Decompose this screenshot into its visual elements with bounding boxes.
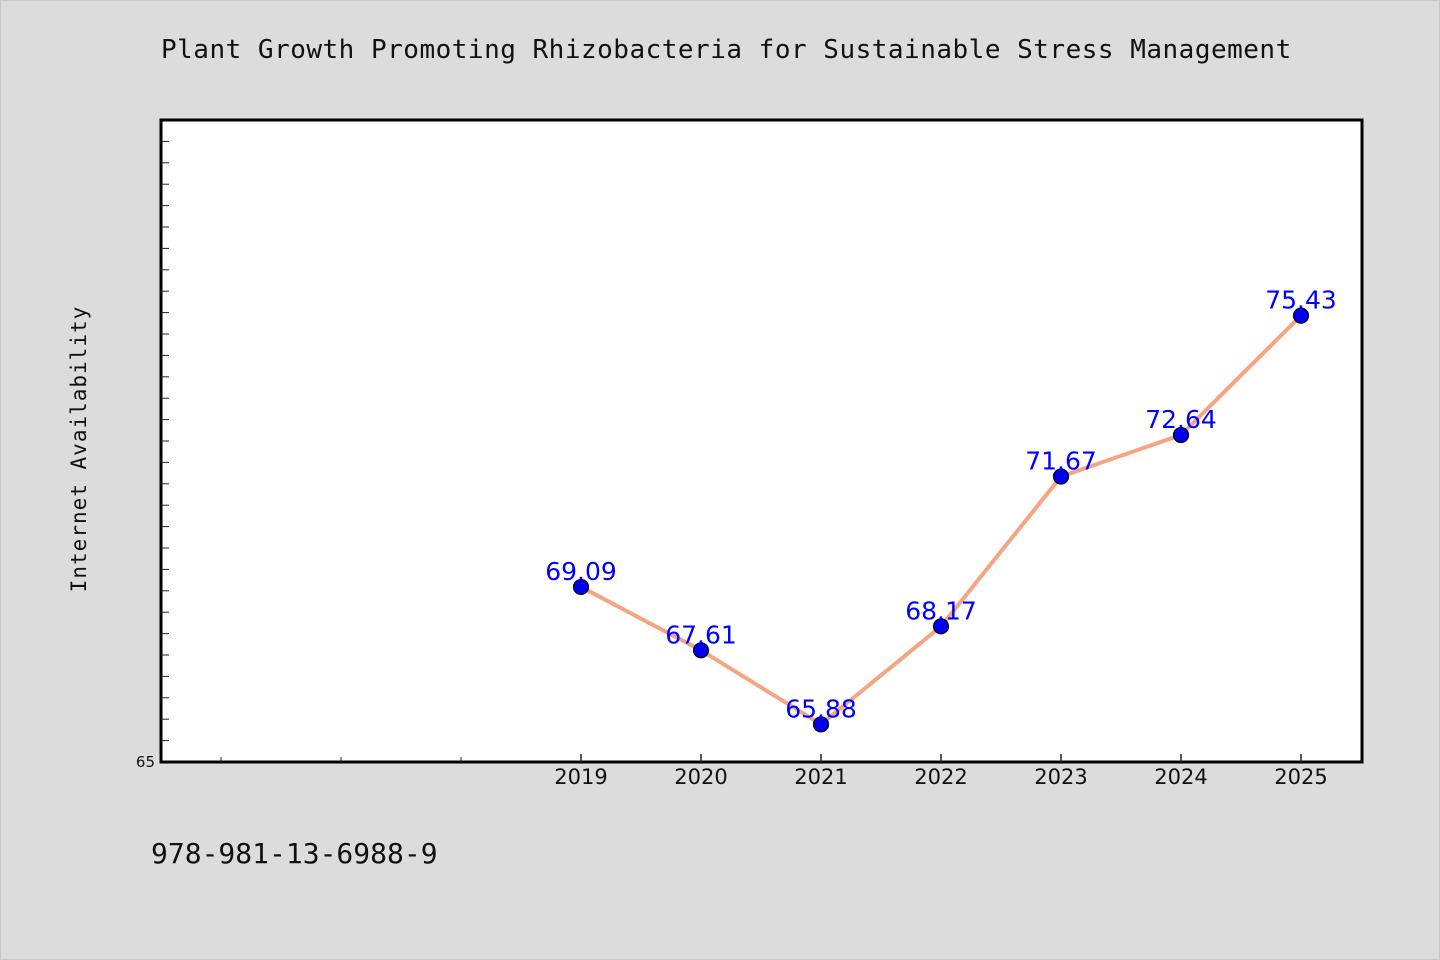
data-label: 72.64 bbox=[1145, 405, 1217, 434]
isbn-text: 978-981-13-6988-9 bbox=[151, 837, 438, 870]
data-point bbox=[812, 716, 830, 733]
data-point bbox=[692, 642, 710, 659]
data-label: 75.43 bbox=[1265, 286, 1337, 315]
x-tick-label: 2021 bbox=[794, 765, 847, 789]
chart-title: Plant Growth Promoting Rhizobacteria for… bbox=[161, 35, 1292, 65]
data-label: 71.67 bbox=[1025, 447, 1097, 476]
data-label: 65.88 bbox=[785, 694, 857, 723]
x-tick-label: 2022 bbox=[914, 765, 967, 789]
series-layer bbox=[572, 307, 1310, 733]
axes-layer: 65 2019 2020 2021 2022 2023 2024 2025 bbox=[136, 140, 1328, 789]
x-tick-label: 2025 bbox=[1274, 765, 1327, 789]
data-label: 68.17 bbox=[905, 596, 977, 625]
y-tick-label: 65 bbox=[136, 753, 155, 771]
x-tick-label: 2020 bbox=[674, 765, 727, 789]
data-label: 67.61 bbox=[665, 620, 737, 649]
data-point bbox=[1172, 426, 1190, 444]
x-tick-label: 2024 bbox=[1154, 765, 1207, 789]
labels-layer: 69.09 67.61 65.88 68.17 71.67 72.64 75.43 bbox=[545, 286, 1337, 724]
x-tick-label: 2019 bbox=[554, 765, 607, 789]
x-tick-label: 2023 bbox=[1034, 765, 1087, 789]
data-point bbox=[572, 578, 590, 596]
data-point bbox=[1292, 307, 1310, 324]
data-point bbox=[932, 618, 950, 635]
data-point bbox=[1052, 468, 1070, 485]
data-label: 69.09 bbox=[545, 557, 617, 586]
